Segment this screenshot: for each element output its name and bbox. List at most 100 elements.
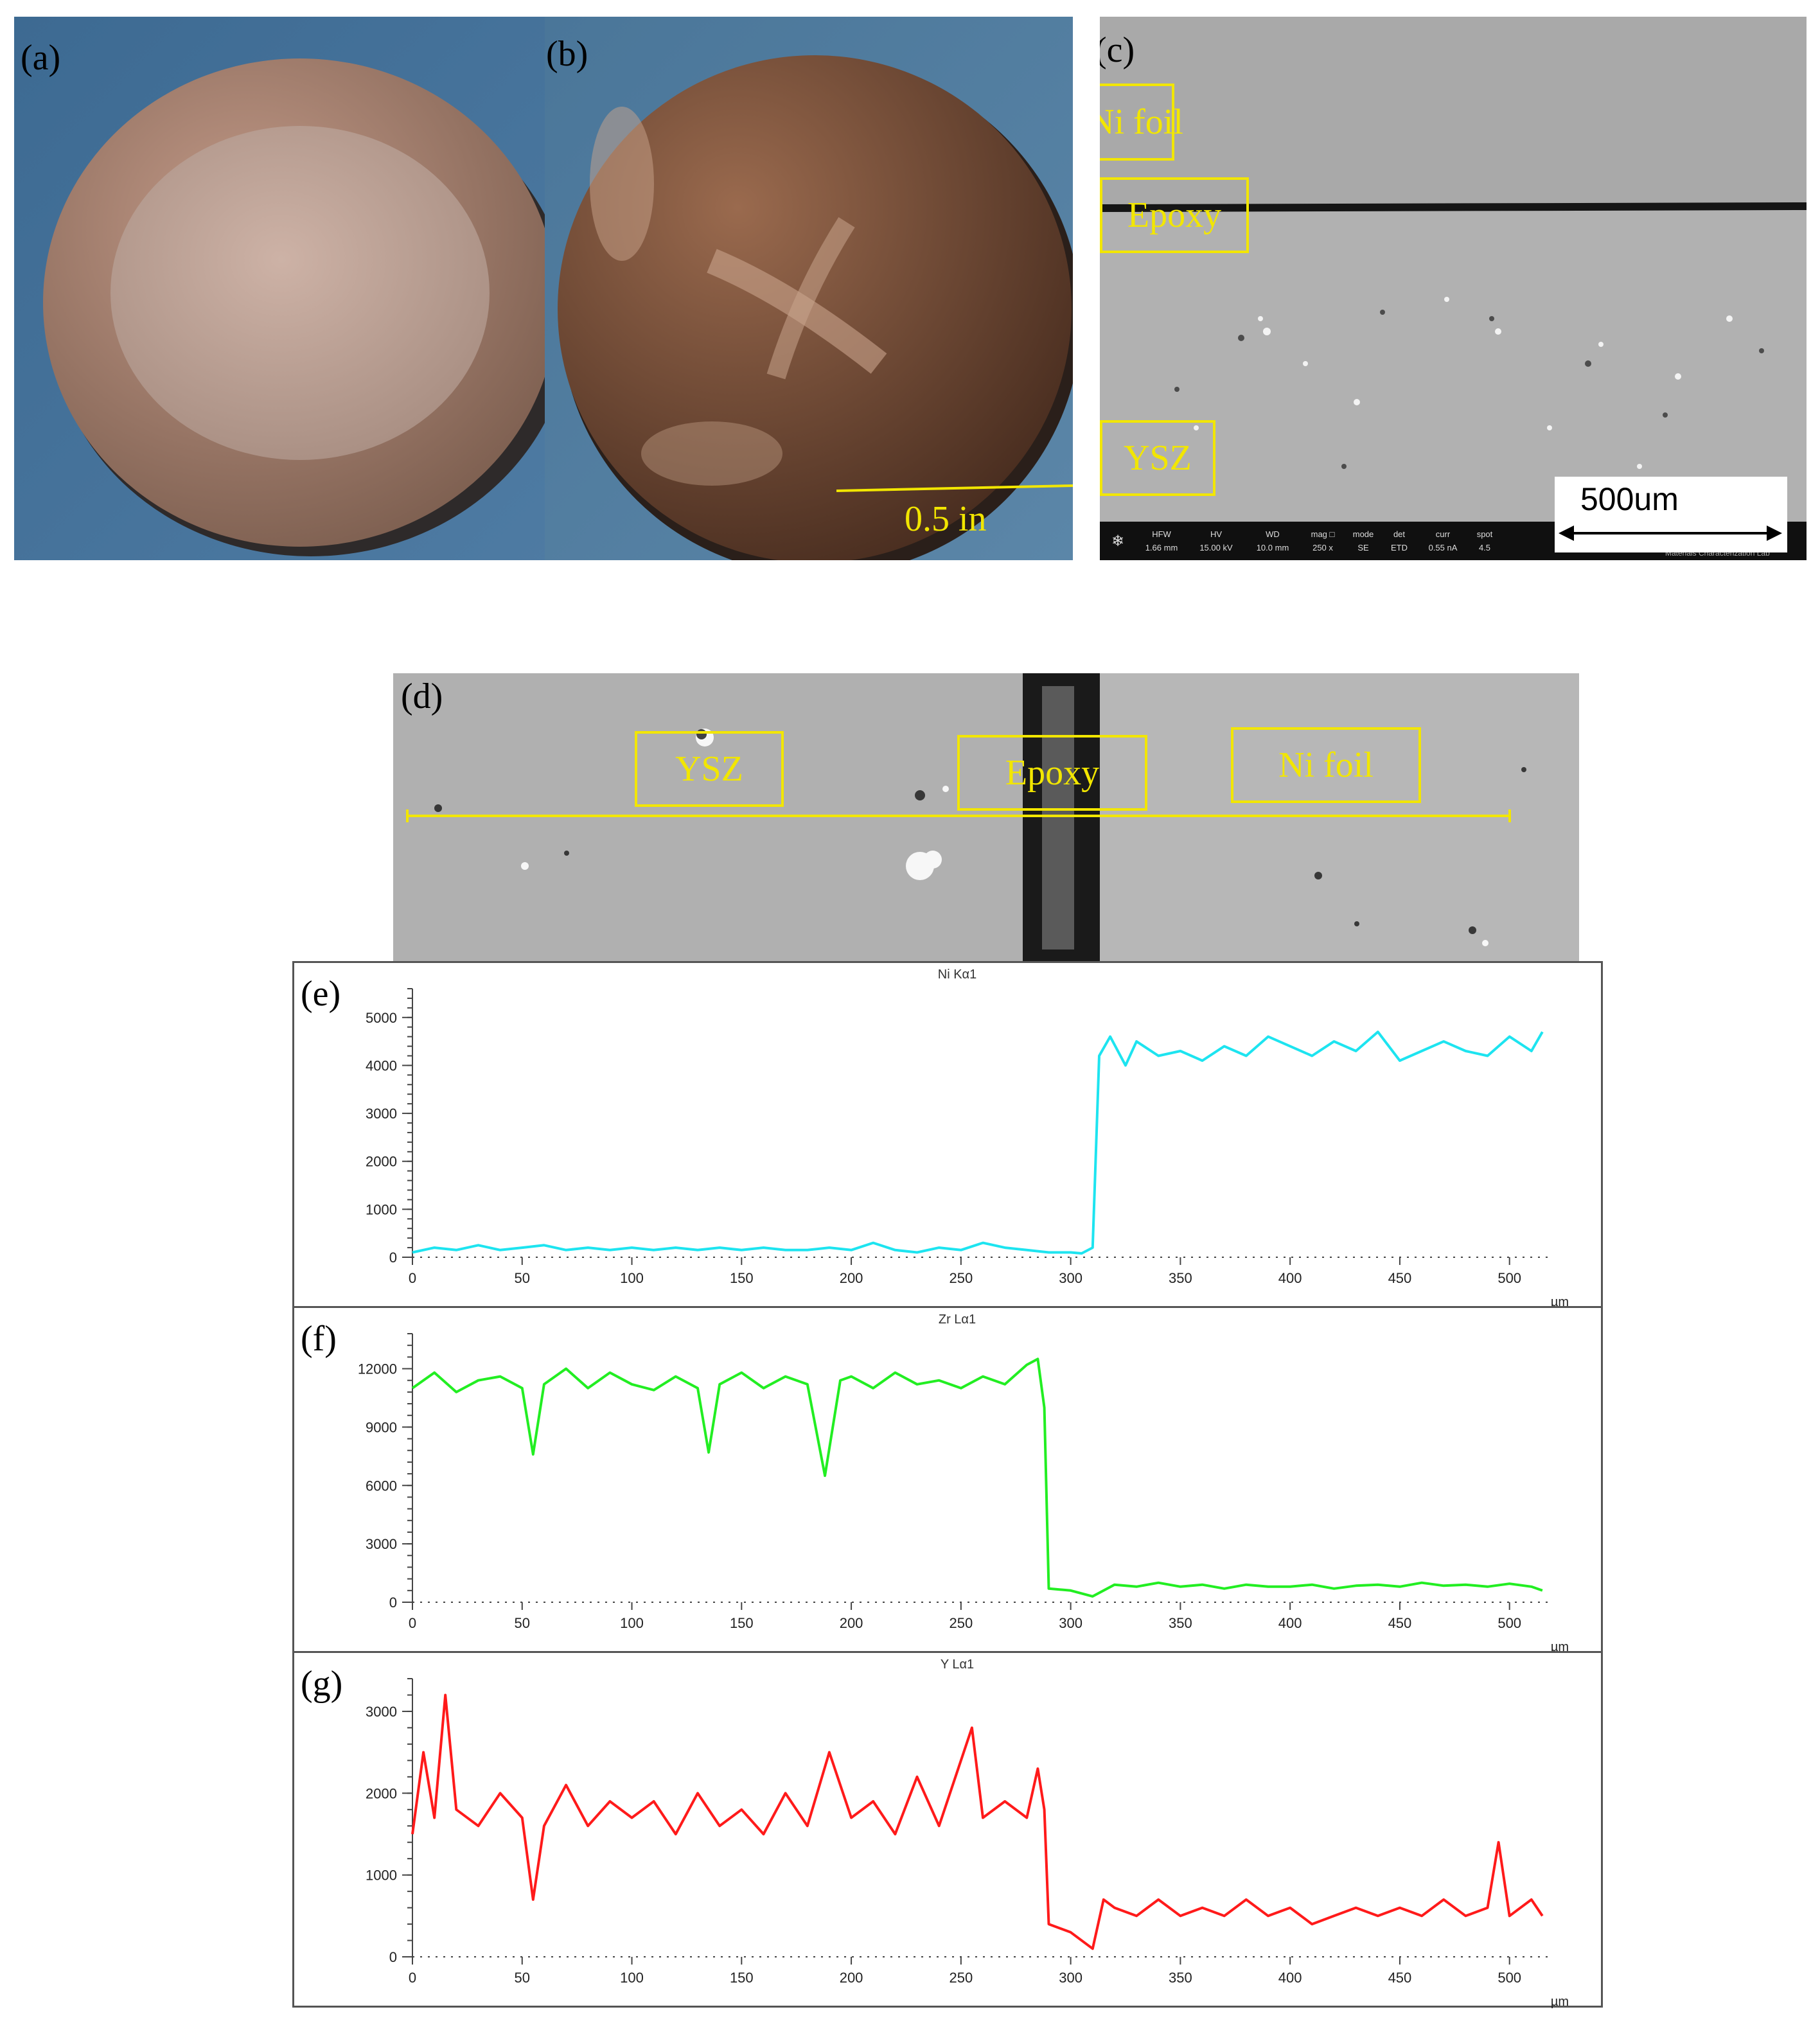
x-tick-label: 0 — [409, 1270, 416, 1286]
y-tick-label: 9000 — [366, 1419, 397, 1435]
x-tick-label: 0 — [409, 1970, 416, 1986]
info-header: mode — [1352, 529, 1374, 539]
series-line — [411, 1693, 1544, 1950]
panel-label-g: (g) — [301, 1664, 343, 1704]
info-header: det — [1393, 529, 1406, 539]
x-tick-label: 50 — [515, 1970, 530, 1986]
y-tick-label: 0 — [389, 1250, 397, 1266]
y-tick-label: 0 — [389, 1949, 397, 1965]
x-tick-label: 100 — [620, 1270, 644, 1286]
y-tick-label: 2000 — [366, 1785, 397, 1801]
x-tick-label: 200 — [840, 1970, 863, 1986]
x-tick-label: 200 — [840, 1615, 863, 1631]
panel-d-sem: (d) YSZ Epoxy Ni foil — [393, 673, 1579, 961]
panel-label-c: (c) — [1100, 30, 1135, 70]
info-header: curr — [1435, 529, 1451, 539]
x-tick-label: 150 — [730, 1270, 754, 1286]
x-tick-label: 500 — [1498, 1615, 1521, 1631]
series-line — [412, 1030, 1544, 1255]
info-header: WD — [1266, 529, 1280, 539]
y-tick-label: 0 — [389, 1595, 397, 1611]
x-tick-label: 350 — [1169, 1970, 1192, 1986]
epoxy-label-box: Epoxy — [1100, 177, 1249, 253]
x-tick-label: 50 — [515, 1270, 530, 1286]
x-tick-label: 250 — [949, 1615, 973, 1631]
info-value: 4.5 — [1478, 543, 1491, 552]
x-tick-label: 50 — [515, 1615, 530, 1631]
x-unit-label: µm — [1551, 1995, 1569, 2009]
chart-title: Y Lα1 — [941, 1657, 974, 1672]
info-value: 15.00 kV — [1199, 543, 1233, 552]
y-tick-label: 2000 — [366, 1154, 397, 1170]
x-tick-label: 400 — [1278, 1615, 1302, 1631]
info-header: spot — [1476, 529, 1493, 539]
y-tick-label: 3000 — [366, 1536, 397, 1552]
chart-y: Y Lα1 0 1000 2000 3000 0 50 100 150 200 250 300 350 4… — [292, 1651, 1603, 2009]
info-value: ETD — [1391, 543, 1408, 552]
x-tick-label: 450 — [1388, 1970, 1412, 1986]
y-tick-label: 3000 — [366, 1106, 397, 1122]
x-tick-label: 400 — [1278, 1970, 1302, 1986]
epoxy-label-box: Epoxy — [957, 735, 1147, 811]
x-tick-label: 100 — [620, 1615, 644, 1631]
x-unit-label: µm — [1551, 1640, 1569, 1654]
chart-title: Zr Lα1 — [939, 1312, 976, 1327]
x-tick-label: 300 — [1059, 1615, 1082, 1631]
panel-label-a: (a) — [21, 38, 61, 78]
panel-label-f: (f) — [301, 1319, 337, 1359]
y-tick-label: 4000 — [366, 1057, 397, 1073]
x-tick-label: 200 — [840, 1270, 863, 1286]
chart-ni: Ni Kα1 0 1000 2000 3000 4000 5000 0 50 100 150 200 2… — [292, 961, 1603, 1309]
y-tick-label: 1000 — [366, 1868, 397, 1884]
y-tick-label: 6000 — [366, 1478, 397, 1494]
nickel-foil-disc-photo — [545, 17, 1073, 560]
chart-title: Ni Kα1 — [938, 967, 976, 982]
x-tick-label: 250 — [949, 1270, 973, 1286]
info-value: 0.55 nA — [1428, 543, 1458, 552]
x-tick-label: 150 — [730, 1615, 754, 1631]
ni-foil-label-box: Ni foil — [1100, 84, 1183, 161]
info-header: HV — [1210, 529, 1223, 539]
ni-foil-label-box: Ni foil — [1231, 727, 1421, 803]
nickel-disc-photo — [14, 17, 559, 560]
x-tick-label: 350 — [1169, 1615, 1192, 1631]
scale-bar-label: 500um — [1580, 481, 1679, 517]
linescan-sem-texture — [393, 673, 1579, 961]
x-tick-label: 500 — [1498, 1270, 1521, 1286]
chart-y-svg: Y Lα1 0 1000 2000 3000 0 50 100 150 200 250 300 350 4… — [366, 1657, 1569, 2009]
x-tick-label: 100 — [620, 1970, 644, 1986]
panel-label-b: (b) — [546, 34, 588, 74]
scale-bar: 500um — [1555, 477, 1787, 552]
ysz-label-box: YSZ — [1100, 420, 1215, 496]
info-value: 1.66 mm — [1145, 543, 1178, 552]
info-header: mag □ — [1311, 529, 1335, 539]
scale-label: 0.5 in — [905, 499, 987, 539]
fei-logo-icon: ❄ — [1111, 532, 1125, 550]
x-tick-label: 400 — [1278, 1270, 1302, 1286]
x-tick-label: 250 — [949, 1970, 973, 1986]
scale-bar-arrow — [1559, 526, 1782, 541]
info-value: 10.0 mm — [1256, 543, 1289, 552]
y-tick-label: 3000 — [366, 1704, 397, 1720]
info-value: SE — [1357, 543, 1369, 552]
series-line — [411, 1357, 1543, 1598]
x-unit-label: µm — [1551, 1295, 1569, 1309]
x-tick-label: 350 — [1169, 1270, 1192, 1286]
chart-zr: Zr Lα1 0 3000 6000 9000 12000 0 50 100 150 200 250 3… — [292, 1306, 1603, 1654]
panel-label-e: (e) — [301, 974, 341, 1014]
x-tick-label: 450 — [1388, 1270, 1412, 1286]
x-tick-label: 0 — [409, 1615, 416, 1631]
panel-b-photo: (b) 0.5 in — [545, 17, 1073, 560]
ysz-label-box: YSZ — [635, 731, 784, 807]
x-tick-label: 300 — [1059, 1270, 1082, 1286]
panel-a-photo: (a) — [14, 17, 559, 560]
info-value: 250 x — [1312, 543, 1333, 552]
y-tick-label: 1000 — [366, 1201, 397, 1217]
panel-c-sem: (c) Ni foil Epoxy YSZ ❄ HFW HV WD mag □ … — [1100, 17, 1807, 560]
panel-label-d: (d) — [401, 676, 443, 716]
chart-ni-svg: Ni Kα1 0 1000 2000 3000 4000 5000 0 50 100 150 200 2… — [366, 967, 1569, 1309]
x-tick-label: 300 — [1059, 1970, 1082, 1986]
sem-info-bar: ❄ HFW HV WD mag □ mode det curr spot 1.6… — [1100, 522, 1550, 560]
x-tick-label: 150 — [730, 1970, 754, 1986]
y-tick-label: 5000 — [366, 1010, 397, 1026]
